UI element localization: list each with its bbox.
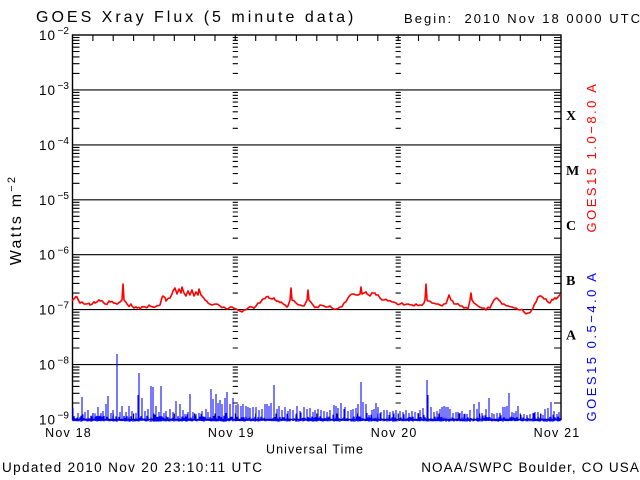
svg-text:NOAA/SWPC Boulder, CO USA: NOAA/SWPC Boulder, CO USA	[421, 460, 640, 475]
svg-text:GOES Xray Flux (5 minute data): GOES Xray Flux (5 minute data)	[36, 9, 356, 26]
svg-text:−8: −8	[58, 356, 70, 367]
svg-text:Updated 2010 Nov 20 23:10:11 U: Updated 2010 Nov 20 23:10:11 UTC	[2, 460, 263, 475]
svg-text:A: A	[566, 329, 577, 344]
svg-text:GOES15 0.5−4.0 A: GOES15 0.5−4.0 A	[584, 271, 599, 422]
svg-text:Nov 19: Nov 19	[208, 426, 255, 440]
svg-text:Nov 21: Nov 21	[534, 426, 581, 440]
svg-text:10: 10	[39, 83, 56, 98]
svg-text:Universal Time: Universal Time	[266, 443, 364, 457]
svg-text:M: M	[566, 164, 579, 179]
svg-text:Nov 20: Nov 20	[371, 426, 418, 440]
svg-text:−4: −4	[58, 136, 70, 147]
svg-text:10: 10	[39, 138, 56, 153]
svg-text:Watts m−2: Watts m−2	[6, 175, 25, 265]
svg-text:X: X	[566, 109, 576, 124]
svg-text:B: B	[566, 274, 575, 289]
svg-text:10: 10	[39, 413, 56, 428]
svg-text:−6: −6	[58, 246, 70, 257]
svg-text:−2: −2	[58, 26, 70, 37]
svg-text:−3: −3	[58, 81, 70, 92]
svg-text:−7: −7	[58, 301, 70, 312]
svg-text:10: 10	[39, 303, 56, 318]
svg-text:10: 10	[39, 248, 56, 263]
svg-text:Nov 18: Nov 18	[45, 426, 92, 440]
svg-text:GOES15 1.0−8.0 A: GOES15 1.0−8.0 A	[584, 82, 599, 233]
svg-text:Begin: 2010 Nov 18 0000 UTC: Begin: 2010 Nov 18 0000 UTC	[404, 11, 640, 26]
svg-text:10: 10	[39, 28, 56, 43]
svg-text:C: C	[566, 219, 576, 234]
svg-text:−9: −9	[58, 411, 70, 422]
svg-text:10: 10	[39, 193, 56, 208]
svg-text:10: 10	[39, 358, 56, 373]
svg-text:−5: −5	[58, 191, 70, 202]
